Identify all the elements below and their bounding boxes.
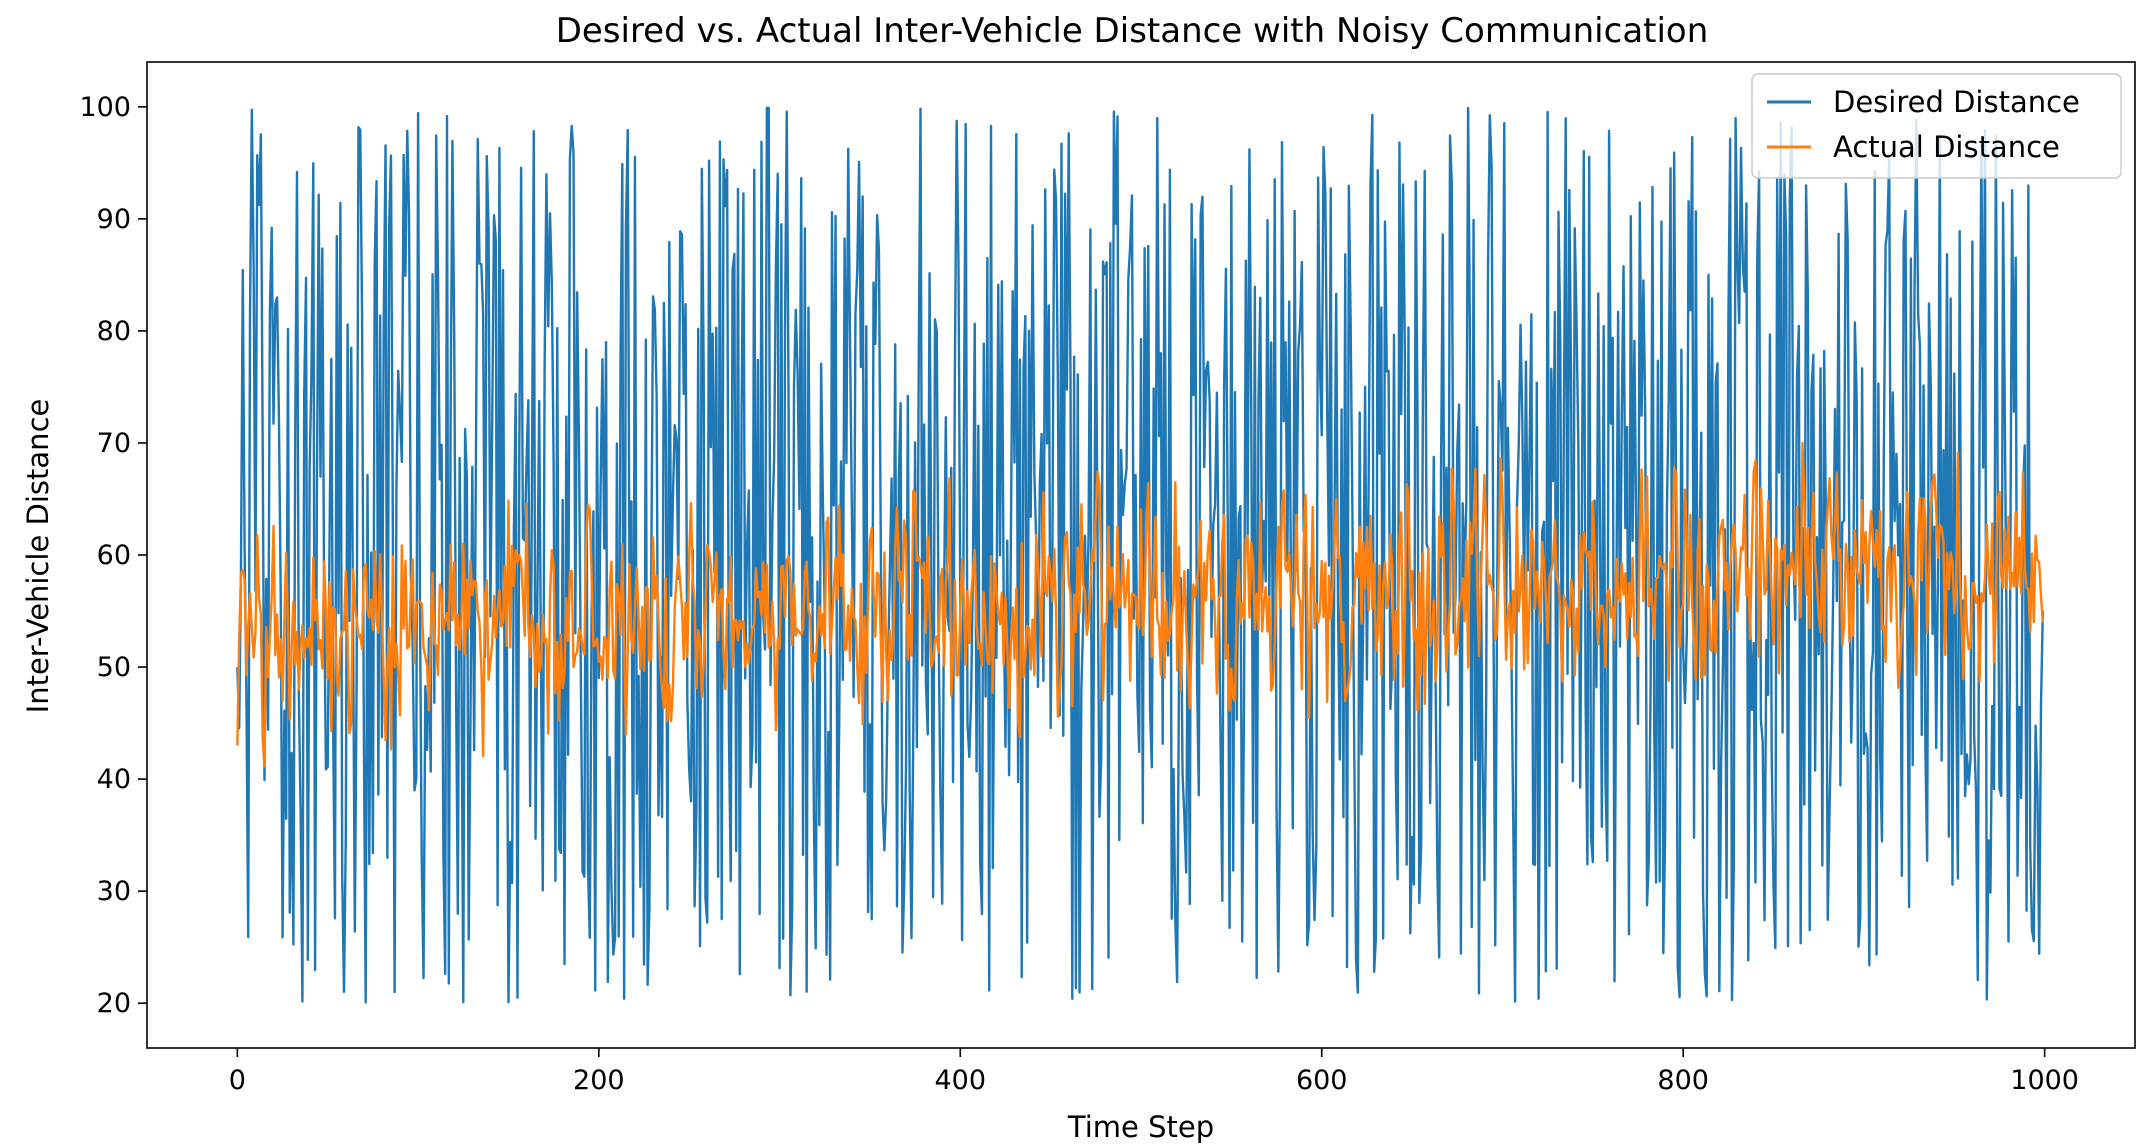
y-tick-label: 90 — [97, 204, 131, 235]
y-tick-label: 20 — [97, 988, 131, 1019]
y-tick-label: 50 — [97, 652, 131, 683]
y-tick-label: 30 — [97, 876, 131, 907]
x-tick-label: 1000 — [2010, 1065, 2079, 1096]
legend-box — [1751, 73, 2122, 179]
series-line-actual-distance — [236, 441, 2045, 768]
x-tick-label: 400 — [934, 1065, 986, 1096]
x-tick-label: 200 — [573, 1065, 625, 1096]
x-tick-label: 800 — [1657, 1065, 1709, 1096]
y-tick-label: 80 — [97, 316, 131, 347]
y-tick-label: 100 — [79, 92, 131, 123]
x-tick-label: 600 — [1296, 1065, 1348, 1096]
legend-label-actual: Actual Distance — [1833, 130, 2060, 164]
legend: Desired Distance Actual Distance — [1751, 73, 2122, 179]
x-tick-label: 0 — [229, 1065, 246, 1096]
y-tick-label: 40 — [97, 764, 131, 795]
y-tick-label: 60 — [97, 540, 131, 571]
legend-label-desired: Desired Distance — [1833, 85, 2080, 119]
x-axis-label: Time Step — [1067, 1110, 1214, 1144]
chart-title: Desired vs. Actual Inter-Vehicle Distanc… — [556, 11, 1709, 51]
y-axis-label: Inter-Vehicle Distance — [21, 399, 55, 714]
y-tick-label: 70 — [97, 428, 131, 459]
